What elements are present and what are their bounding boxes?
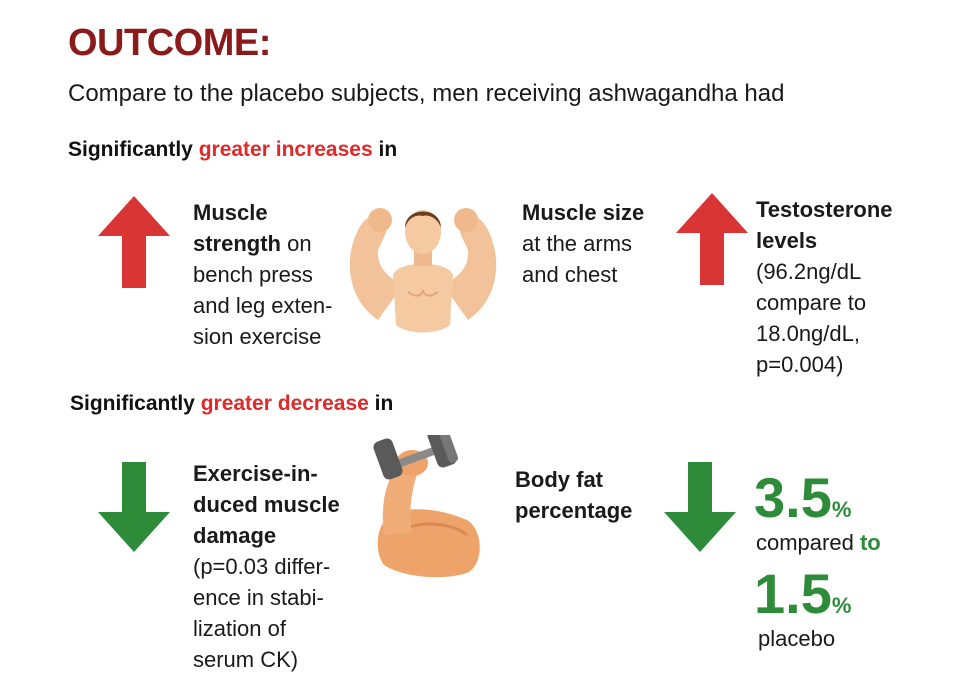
decrease-heading-post: in	[374, 392, 394, 415]
muscle-size-text: Muscle size at the arms and chest	[522, 200, 645, 287]
stat-value-placebo: 1.5%	[754, 562, 852, 625]
intro-text: Compare to the placebo subjects, men rec…	[68, 80, 785, 107]
dumbbell-arm-icon	[372, 426, 492, 590]
page-title: OUTCOME:	[68, 22, 271, 64]
stat-placebo-label: placebo	[758, 626, 836, 651]
decrease-heading: Significantly greater decrease in	[70, 392, 393, 416]
increase-heading: Significantly greater increases in	[68, 138, 397, 162]
increase-heading-post: in	[378, 138, 398, 161]
down-arrow-icon	[664, 462, 736, 552]
stat-compared: compared to	[756, 530, 881, 555]
up-arrow-icon	[676, 193, 748, 285]
down-arrow-icon	[98, 462, 170, 552]
increase-heading-accent: greater increases	[198, 138, 373, 161]
decrease-heading-pre: Significantly	[70, 392, 195, 415]
increase-heading-pre: Significantly	[68, 138, 193, 161]
decrease-heading-accent: greater decrease	[200, 392, 369, 415]
up-arrow-icon	[98, 196, 170, 288]
body-fat-text: Body fat percentage	[515, 467, 633, 523]
muscle-strength-text: Muscle strength on bench press and leg e…	[193, 200, 333, 349]
stat-value-ashwagandha: 3.5%	[754, 466, 852, 529]
muscle-damage-text: Exercise-in- duced muscle damage (p=0.03…	[193, 461, 340, 672]
flexing-man-icon	[338, 200, 508, 340]
testosterone-text: Testosterone levels (96.2ng/dL compare t…	[756, 197, 893, 377]
